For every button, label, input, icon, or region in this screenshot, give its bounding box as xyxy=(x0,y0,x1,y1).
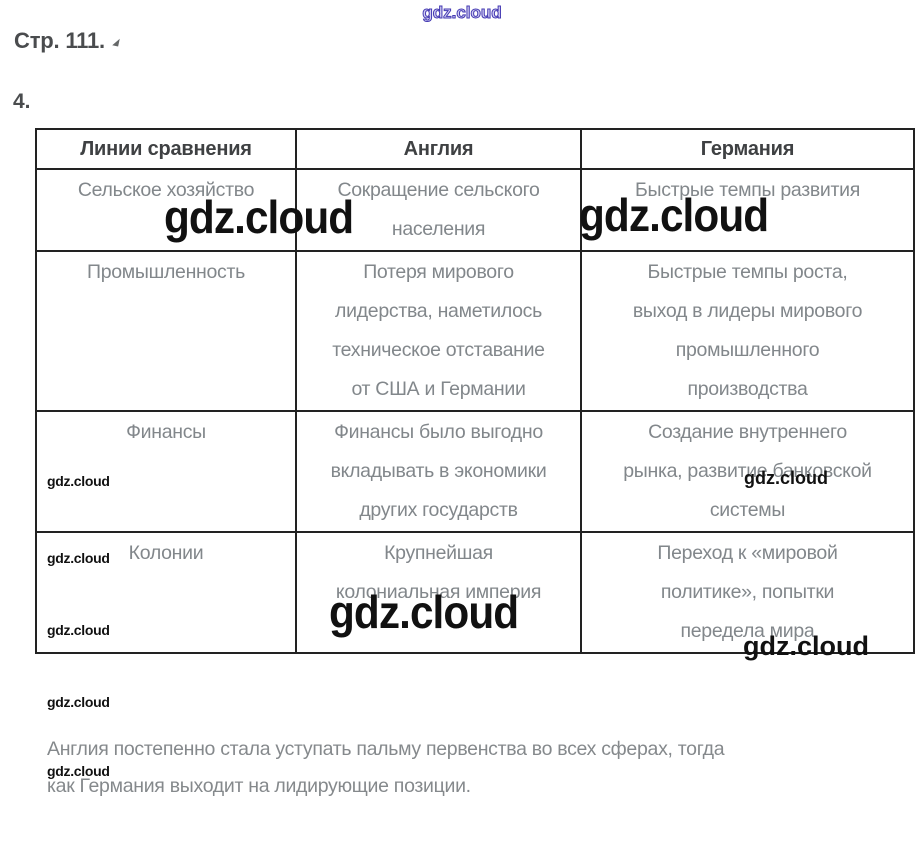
header-england: Англия xyxy=(295,128,582,170)
cell-england: Крупнейшая колониальная империя xyxy=(295,531,582,654)
cell-criterion: Финансы xyxy=(35,410,297,533)
header-criteria: Линии сравнения xyxy=(35,128,297,170)
watermark-top: gdz.cloud xyxy=(422,3,502,23)
watermark-small: gdz.cloud xyxy=(47,694,110,710)
page-title: Стр. 111. xyxy=(14,28,105,53)
cell-england: Сокращение сельского населения xyxy=(295,168,582,252)
cell-germany: Быстрые темпы развития xyxy=(580,168,915,252)
header-germany: Германия xyxy=(580,128,915,170)
cell-germany: Создание внутреннего рынка, развитие бан… xyxy=(580,410,915,533)
table-row: Финансы Финансы было выгодно вкладывать … xyxy=(35,410,915,533)
conclusion-paragraph: Англия постепенно стала уступать пальму … xyxy=(47,738,725,797)
section-number: 4. xyxy=(13,90,31,113)
cell-england: Потеря мирового лидерства, наметилось те… xyxy=(295,250,582,412)
table-header-row: Линии сравнения Англия Германия xyxy=(35,128,915,170)
scan-artifact-mark xyxy=(112,37,120,47)
table-row: Колонии Крупнейшая колониальная империя … xyxy=(35,531,915,654)
table-row: Промышленность Потеря мирового лидерства… xyxy=(35,250,915,412)
cell-england: Финансы было выгодно вкладывать в эконом… xyxy=(295,410,582,533)
cell-germany: Переход к «мировой политике», попытки пе… xyxy=(580,531,915,654)
cell-germany: Быстрые темпы роста, выход в лидеры миро… xyxy=(580,250,915,412)
comparison-table: Линии сравнения Англия Германия Сельское… xyxy=(35,128,915,654)
cell-criterion: Колонии xyxy=(35,531,297,654)
table-row: Сельское хозяйство Сокращение сельского … xyxy=(35,168,915,252)
cell-criterion: Промышленность xyxy=(35,250,297,412)
cell-criterion: Сельское хозяйство xyxy=(35,168,297,252)
